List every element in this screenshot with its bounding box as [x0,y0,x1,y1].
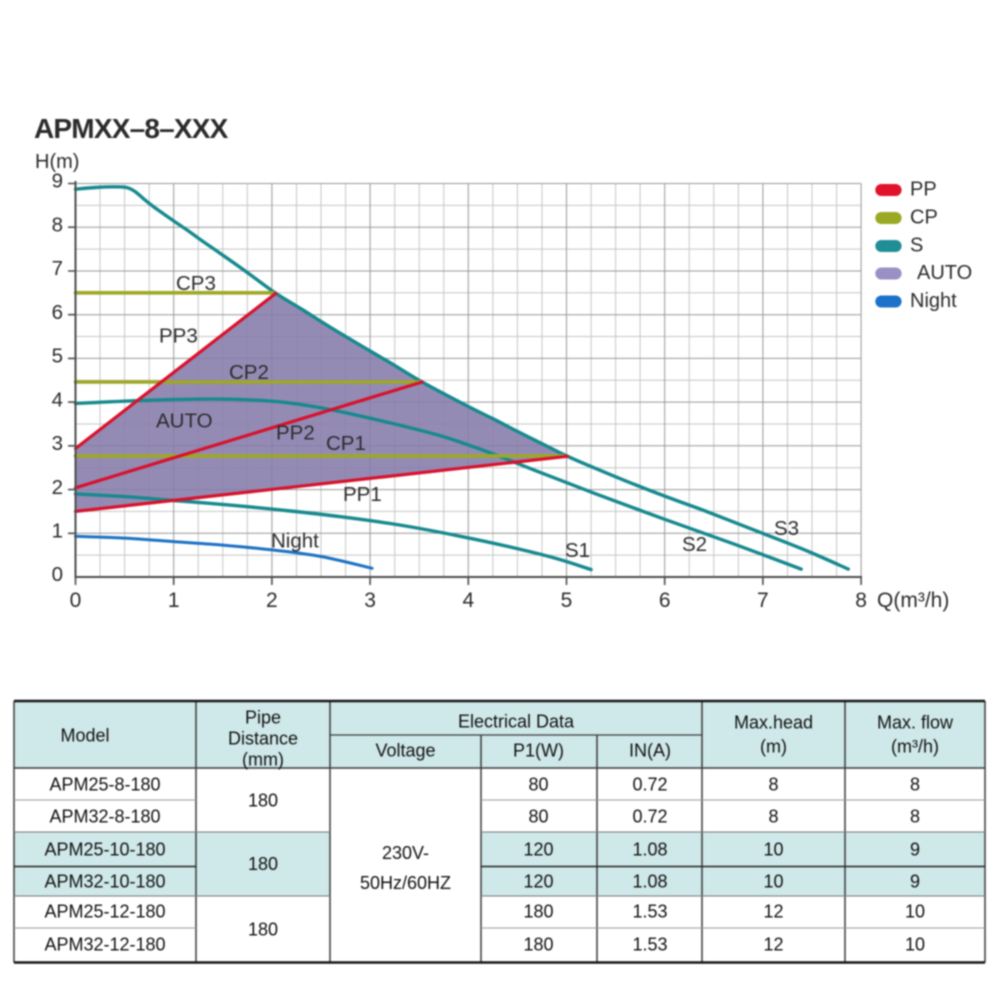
svg-text:12: 12 [763,934,783,954]
svg-text:180: 180 [523,901,553,921]
svg-text:P1(W): P1(W) [513,740,564,760]
svg-text:Model: Model [60,725,109,745]
svg-text:AUTO: AUTO [917,262,972,284]
svg-text:6: 6 [52,301,63,324]
svg-text:120: 120 [523,839,553,859]
svg-text:Night: Night [910,290,957,312]
svg-text:230V-: 230V- [382,843,429,863]
svg-text:0.72: 0.72 [632,774,667,794]
svg-text:PP1: PP1 [343,483,382,506]
svg-text:5: 5 [561,589,573,612]
svg-text:(mm): (mm) [242,749,284,769]
svg-text:7: 7 [757,589,769,612]
svg-text:9: 9 [910,871,920,891]
svg-text:8: 8 [52,213,63,236]
svg-text:Pipe: Pipe [245,707,281,727]
svg-text:Max.head: Max.head [734,712,813,732]
svg-text:8: 8 [910,806,920,826]
svg-text:APM25-8-180: APM25-8-180 [49,774,160,794]
svg-text:50Hz/60HZ: 50Hz/60HZ [360,873,451,893]
svg-text:AUTO: AUTO [156,410,213,433]
svg-text:CP3: CP3 [176,272,216,295]
svg-text:(m): (m) [760,736,787,756]
svg-text:12: 12 [763,901,783,921]
svg-text:CP: CP [910,206,938,228]
svg-text:1.08: 1.08 [632,839,667,859]
svg-text:1.08: 1.08 [632,871,667,891]
svg-text:8: 8 [768,774,778,794]
svg-text:180: 180 [248,854,278,874]
svg-text:10: 10 [763,871,783,891]
svg-text:APM25-12-180: APM25-12-180 [44,901,165,921]
svg-text:4: 4 [52,388,63,411]
svg-text:7: 7 [52,257,63,280]
svg-text:Night: Night [271,530,319,553]
svg-text:180: 180 [248,790,278,810]
svg-text:Q(m³/h): Q(m³/h) [877,589,949,612]
svg-text:IN(A): IN(A) [629,740,671,760]
svg-text:S2: S2 [682,533,707,556]
svg-text:Electrical Data: Electrical Data [458,711,575,731]
svg-text:(m³/h): (m³/h) [891,736,939,756]
svg-text:0: 0 [70,589,82,612]
svg-text:8: 8 [910,774,920,794]
svg-text:APMXX–8–XXX: APMXX–8–XXX [34,113,229,144]
svg-text:PP3: PP3 [159,325,198,348]
svg-text:Max. flow: Max. flow [877,712,954,732]
svg-text:80: 80 [528,774,548,794]
svg-text:1: 1 [52,520,63,543]
svg-text:H(m): H(m) [35,151,79,173]
svg-text:APM32-8-180: APM32-8-180 [49,806,160,826]
svg-text:8: 8 [768,806,778,826]
svg-text:10: 10 [763,839,783,859]
svg-text:0: 0 [52,563,63,586]
svg-text:S: S [910,234,923,256]
svg-text:S1: S1 [565,539,590,562]
svg-text:S3: S3 [774,517,799,540]
svg-text:80: 80 [528,806,548,826]
svg-text:4: 4 [462,589,474,612]
svg-text:3: 3 [52,432,63,455]
svg-text:APM32-12-180: APM32-12-180 [44,934,165,954]
svg-text:1.53: 1.53 [632,901,667,921]
svg-text:PP: PP [910,178,937,200]
svg-text:6: 6 [659,589,671,612]
svg-text:2: 2 [266,589,278,612]
svg-text:1.53: 1.53 [632,934,667,954]
svg-text:APM32-10-180: APM32-10-180 [44,871,165,891]
svg-text:CP1: CP1 [326,432,366,455]
svg-text:5: 5 [52,345,63,368]
svg-text:0.72: 0.72 [632,806,667,826]
svg-text:PP2: PP2 [276,422,315,445]
svg-text:2: 2 [52,476,63,499]
svg-text:9: 9 [52,170,63,193]
svg-text:120: 120 [523,871,553,891]
svg-text:1: 1 [168,589,180,612]
svg-text:CP2: CP2 [229,361,269,384]
svg-text:180: 180 [523,934,553,954]
svg-text:3: 3 [364,589,376,612]
svg-text:10: 10 [905,934,925,954]
svg-text:10: 10 [905,901,925,921]
svg-text:APM25-10-180: APM25-10-180 [44,839,165,859]
svg-text:8: 8 [855,589,867,612]
svg-text:Voltage: Voltage [375,740,435,760]
svg-text:180: 180 [248,919,278,939]
svg-text:Distance: Distance [228,728,298,748]
svg-text:9: 9 [910,839,920,859]
